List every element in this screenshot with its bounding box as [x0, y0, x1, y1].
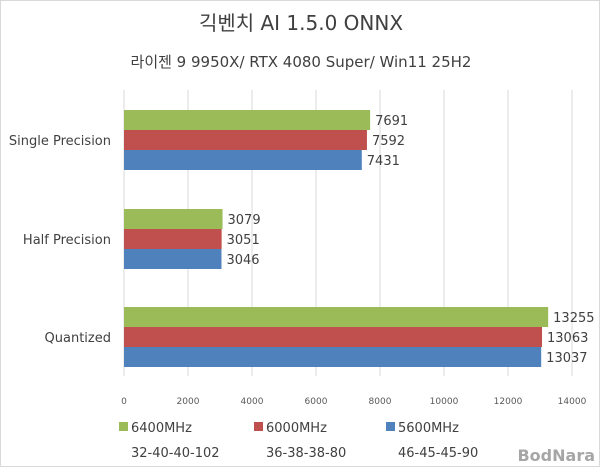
legend-timing: 46-45-45-90 [398, 446, 478, 461]
x-tick-label: 12000 [494, 397, 523, 407]
data-label: 13255 [553, 311, 594, 326]
legend-label: 5600MHz [398, 421, 459, 436]
category-label: Quantized [45, 331, 111, 346]
data-label: 3046 [226, 253, 259, 268]
legend-timing: 36-38-38-80 [266, 446, 346, 461]
category-label: Single Precision [9, 134, 111, 149]
bar-6000MHz [124, 130, 367, 150]
legend: 6400MHz 32-40-40-102 6000MHz 36-38-38-80 560… [119, 421, 478, 461]
legend-swatch [386, 422, 395, 431]
chart-title: 긱벤치 AI 1.5.0 ONNX [199, 11, 403, 35]
watermark-logo: BodNara [517, 446, 595, 465]
x-tick-label: 4000 [241, 397, 264, 407]
legend-label: 6400MHz [131, 421, 192, 436]
bar-6400MHz [124, 110, 371, 130]
bar-6000MHz [124, 229, 222, 249]
bar-6400MHz [124, 209, 223, 229]
data-label: 3079 [228, 213, 261, 228]
x-tick-label: 10000 [430, 397, 459, 407]
legend-swatch [254, 422, 263, 431]
bars: 7691 7592 7431 3079 3051 3046 13255 13063 13037 [124, 110, 595, 367]
category-labels: Single Precision Half Precision Quantized [9, 134, 111, 346]
bar-6400MHz [124, 307, 549, 327]
legend-swatch [119, 422, 128, 431]
data-label: 7431 [367, 154, 400, 169]
data-label: 3051 [227, 233, 260, 248]
x-tick-label: 8000 [369, 397, 392, 407]
x-tick-label: 6000 [305, 397, 328, 407]
legend-timing: 32-40-40-102 [131, 446, 220, 461]
chart-subtitle: 라이젠 9 9950X/ RTX 4080 Super/ Win11 25H2 [131, 53, 472, 71]
bar-5600MHz [124, 150, 362, 170]
bar-5600MHz [124, 249, 222, 269]
bar-5600MHz [124, 347, 542, 367]
x-tick-label: 2000 [177, 397, 200, 407]
x-tick-labels: 0 2000 4000 6000 8000 10000 12000 14000 [121, 397, 586, 407]
data-label: 13037 [546, 351, 587, 366]
legend-label: 6000MHz [266, 421, 327, 436]
data-label: 7592 [372, 134, 405, 149]
category-label: Half Precision [23, 233, 111, 248]
data-label: 13063 [547, 331, 588, 346]
bar-6000MHz [124, 327, 543, 347]
x-tick-label: 0 [121, 397, 127, 407]
data-label: 7691 [375, 114, 408, 129]
x-tick-label: 14000 [558, 397, 587, 407]
